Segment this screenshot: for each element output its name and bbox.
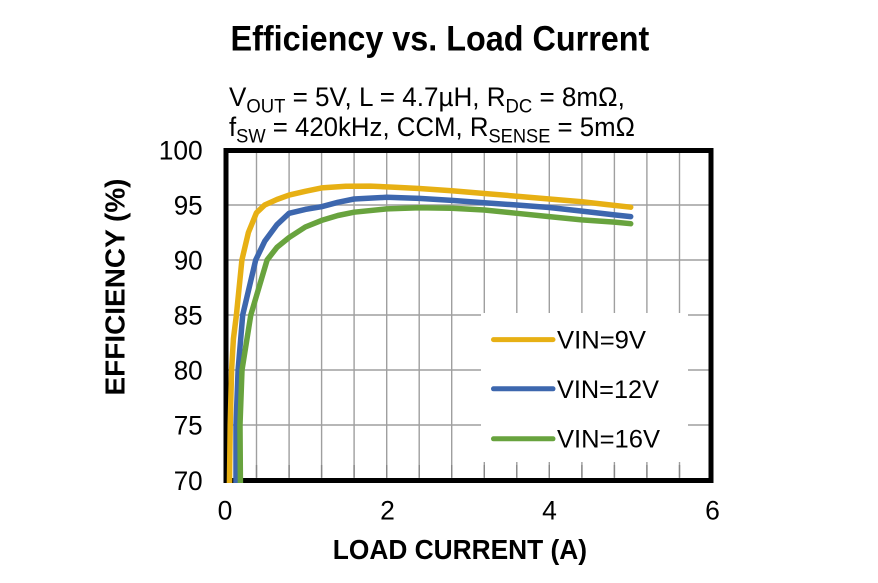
svg-text:fSW = 420kHz, CCM, RSENSE = 5m: fSW = 420kHz, CCM, RSENSE = 5mΩ — [229, 112, 635, 147]
svg-text:90: 90 — [174, 246, 203, 276]
svg-text:2: 2 — [380, 496, 395, 526]
svg-text:EFFICIENCY (%): EFFICIENCY (%) — [100, 179, 131, 396]
svg-text:LOAD CURRENT (A): LOAD CURRENT (A) — [333, 533, 587, 565]
svg-text:85: 85 — [174, 301, 203, 331]
svg-text:95: 95 — [174, 191, 203, 221]
svg-text:70: 70 — [174, 466, 203, 496]
svg-text:VIN=16V: VIN=16V — [557, 426, 660, 454]
svg-text:80: 80 — [174, 356, 203, 386]
svg-text:75: 75 — [174, 411, 203, 441]
svg-text:VIN=12V: VIN=12V — [557, 376, 659, 404]
svg-text:VOUT = 5V, L = 4.7µH, RDC = 8m: VOUT = 5V, L = 4.7µH, RDC = 8mΩ, — [229, 82, 625, 117]
svg-text:100: 100 — [159, 136, 203, 166]
svg-text:Efficiency vs. Load Current: Efficiency vs. Load Current — [231, 19, 650, 59]
svg-text:4: 4 — [542, 496, 557, 526]
svg-text:6: 6 — [705, 496, 720, 526]
svg-text:VIN=9V: VIN=9V — [557, 327, 646, 355]
svg-text:0: 0 — [218, 496, 233, 526]
